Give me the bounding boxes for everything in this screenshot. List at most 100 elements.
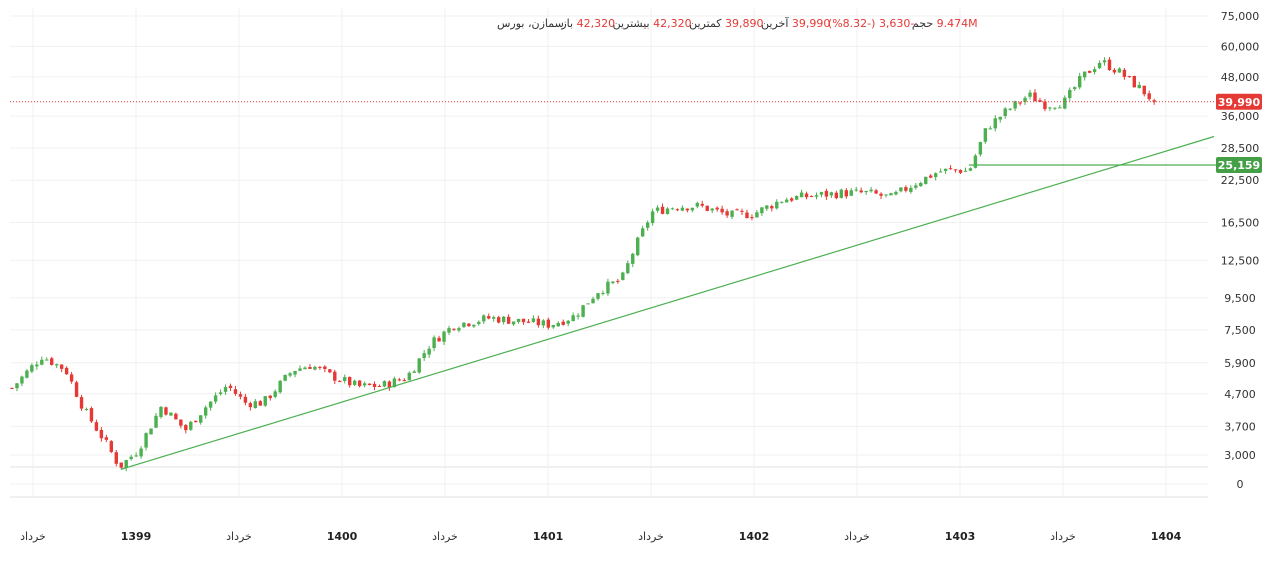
- candle-up: [45, 359, 49, 361]
- candle-up: [352, 380, 357, 385]
- candle-down: [1142, 85, 1146, 95]
- high-label: بیشترین: [613, 17, 650, 30]
- candle-down: [720, 208, 724, 213]
- candle-up: [263, 396, 267, 406]
- candle-up: [407, 372, 411, 381]
- candle-down: [397, 379, 402, 381]
- candle-up: [645, 222, 650, 228]
- candle-up: [710, 208, 714, 211]
- last-price-badge: [1216, 93, 1262, 110]
- candle-down: [114, 452, 118, 464]
- candle-down: [487, 316, 491, 319]
- candle-up: [864, 190, 868, 193]
- price-tick-label: 3,000: [1224, 449, 1256, 462]
- candle-down: [1033, 92, 1037, 102]
- candle-down: [94, 422, 99, 431]
- candle-up: [968, 168, 973, 171]
- candle-down: [700, 203, 704, 206]
- candle-up: [303, 367, 307, 370]
- price-tick-label: 5,900: [1224, 357, 1256, 370]
- candle-up: [482, 315, 486, 322]
- candle-up: [566, 320, 570, 324]
- trendline[interactable]: [120, 135, 1215, 470]
- candle-down: [323, 366, 327, 369]
- candle-up: [775, 201, 779, 209]
- grid: [10, 8, 1208, 498]
- candle-down: [1087, 70, 1092, 73]
- candle-up: [477, 321, 481, 324]
- candle-down: [1043, 101, 1047, 110]
- candle-down: [109, 441, 114, 452]
- candle-up: [213, 395, 218, 402]
- candle-up: [670, 208, 675, 210]
- candle-down: [844, 190, 848, 197]
- low-label: کمترین: [689, 17, 722, 30]
- candle-up: [134, 455, 138, 457]
- candle-up: [1063, 97, 1067, 109]
- candle-up: [392, 378, 397, 388]
- candle-up: [869, 189, 873, 192]
- time-tick-label: خرداد: [432, 530, 458, 543]
- candle-up: [621, 272, 625, 280]
- candle-down: [268, 395, 272, 399]
- volume-label: حجم: [912, 17, 933, 30]
- price-tick-label: 9,500: [1224, 292, 1256, 305]
- candle-up: [1048, 107, 1052, 109]
- candle-up: [829, 192, 834, 196]
- candle-down: [194, 420, 198, 423]
- candle-up: [606, 281, 610, 294]
- candle-up: [1023, 97, 1027, 102]
- candle-up: [695, 202, 700, 207]
- volume-value: 9.474M: [937, 17, 978, 30]
- candle-up: [15, 383, 19, 389]
- candle-up: [154, 415, 158, 428]
- candle-up: [343, 377, 347, 381]
- candle-down: [64, 367, 69, 375]
- candle-down: [238, 394, 243, 397]
- candle-down: [174, 413, 178, 420]
- candle-up: [1137, 84, 1141, 89]
- candle-up: [218, 392, 223, 395]
- candle-down: [789, 198, 794, 201]
- candle-up: [973, 155, 978, 168]
- candle-up: [839, 189, 844, 198]
- candle-down: [953, 169, 958, 171]
- low-value: 39,890: [725, 17, 764, 30]
- candle-up: [124, 460, 128, 468]
- candle-up: [1077, 76, 1082, 88]
- time-tick-label: 1403: [945, 530, 976, 543]
- candle-down: [506, 316, 511, 324]
- candle-up: [208, 401, 213, 408]
- candle-down: [496, 317, 501, 323]
- candle-up: [417, 358, 421, 373]
- candle-down: [99, 430, 104, 439]
- support-level-label: 25,159: [1218, 159, 1260, 172]
- candle-up: [760, 207, 764, 214]
- candle-up: [626, 263, 630, 274]
- time-tick-label: خرداد: [638, 530, 664, 543]
- candles[interactable]: [10, 57, 1156, 472]
- time-tick-label: 1400: [327, 530, 358, 543]
- candle-up: [1082, 71, 1087, 78]
- candle-up: [30, 365, 34, 372]
- price-axis[interactable]: 75,000 60,000 48,000 36,000 28,500 22,500 16,5…: [1221, 10, 1260, 491]
- overlays[interactable]: 39,990 25,159: [10, 93, 1262, 470]
- candle-down: [929, 175, 933, 178]
- time-axis[interactable]: خرداد 1399 خرداد 1400 خرداد 1401 خرداد 1402 خردا…: [20, 530, 1182, 543]
- candle-up: [755, 212, 759, 218]
- candle-up: [472, 324, 476, 327]
- candle-up: [501, 316, 506, 323]
- candle-down: [740, 210, 744, 212]
- candle-up: [794, 196, 799, 200]
- change-value: -3,630 (-8.32%): [828, 17, 915, 30]
- candle-up: [650, 211, 655, 224]
- candle-up: [1092, 69, 1097, 73]
- candle-up: [581, 305, 585, 317]
- candle-up: [596, 293, 600, 299]
- candle-down: [89, 408, 94, 422]
- candle-up: [457, 328, 461, 331]
- time-tick-label: خرداد: [1050, 530, 1076, 543]
- candle-down: [824, 190, 829, 197]
